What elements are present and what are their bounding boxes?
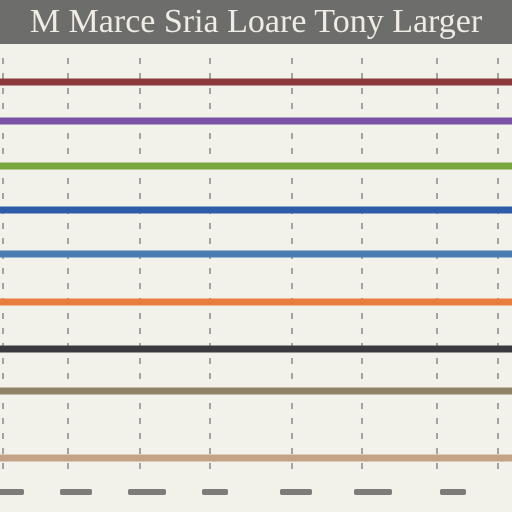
- x-tick-mark-6: [354, 489, 392, 495]
- x-tick-mark-4: [202, 489, 228, 495]
- x-tick-mark-7: [440, 489, 466, 495]
- x-tick-mark-2: [60, 489, 92, 495]
- chart-title-bar: M Marce Sria Loare Tony Larger: [0, 0, 512, 44]
- chart-title: M Marce Sria Loare Tony Larger: [29, 3, 483, 40]
- x-tick-mark-5: [280, 489, 312, 495]
- x-tick-mark-1: [0, 489, 24, 495]
- x-tick-mark-3: [128, 489, 166, 495]
